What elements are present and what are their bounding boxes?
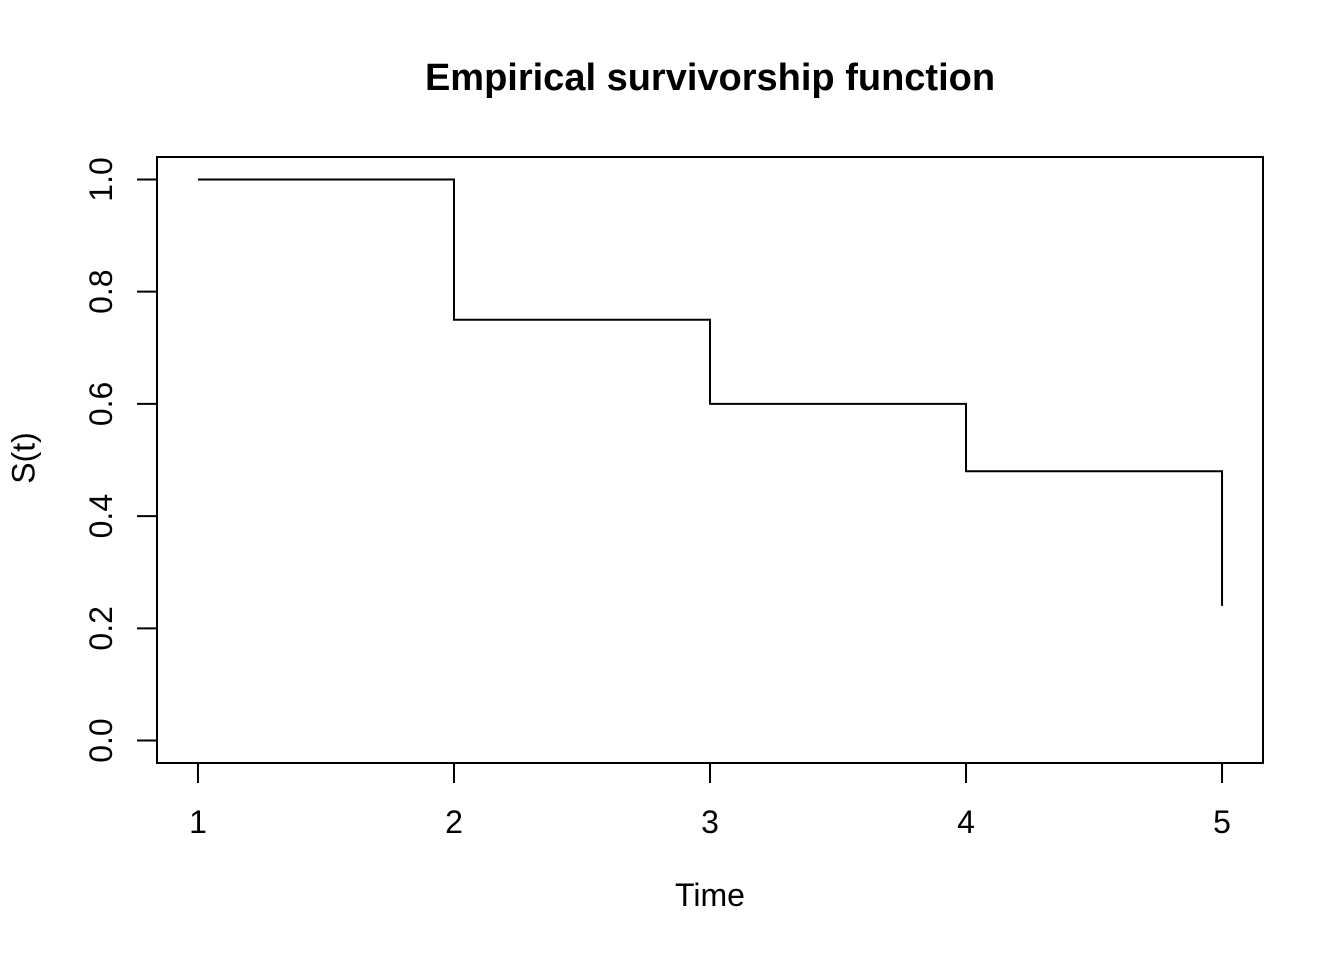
y-axis-label: S(t)	[5, 432, 42, 484]
y-tick-label: 0.0	[83, 718, 119, 762]
y-tick-label: 0.2	[83, 606, 119, 650]
y-tick-label: 0.8	[83, 269, 119, 313]
x-tick-label: 1	[189, 804, 207, 840]
step-line	[197, 178, 1224, 606]
x-tick-label: 4	[957, 804, 975, 840]
y-tick-label: 0.4	[83, 494, 119, 538]
y-tick-label: 0.6	[83, 382, 119, 426]
x-axis-label: Time	[675, 877, 745, 913]
plot-box	[156, 156, 1264, 764]
x-axis: 1 2 3 4 5	[189, 763, 1231, 840]
x-tick-label: 2	[445, 804, 463, 840]
y-axis: 0.0 0.2 0.4 0.6 0.8 1.0	[83, 157, 157, 763]
y-tick-label: 1.0	[83, 157, 119, 201]
x-tick-label: 3	[701, 804, 719, 840]
x-tick-label: 5	[1213, 804, 1231, 840]
chart-title: Empirical survivorship function	[424, 57, 996, 99]
